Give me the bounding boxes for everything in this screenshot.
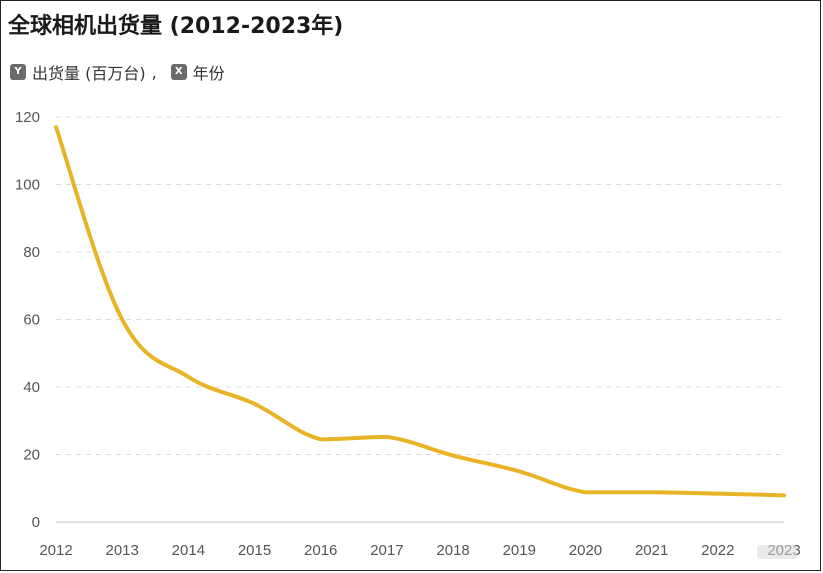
y-tick-label: 40: [23, 379, 40, 396]
shipment-line: [54, 125, 786, 498]
data-point: [384, 434, 390, 440]
x-tick-label: 2012: [39, 542, 72, 559]
y-tick-label: 100: [15, 177, 40, 194]
data-point: [649, 489, 655, 495]
axis-hint-separator: ,: [151, 62, 157, 82]
axis-hints: Y 出货量 (百万台) , X 年份: [10, 60, 231, 84]
x-tick-label: 2013: [105, 542, 138, 559]
x-axis-label: 年份: [192, 64, 225, 83]
data-point: [781, 492, 787, 498]
y-axis-label: 出货量 (百万台): [32, 64, 146, 83]
watermark: [757, 545, 797, 559]
chart-title: 全球相机出货量 (2012-2023年): [8, 14, 344, 39]
x-tick-label: 2018: [436, 542, 469, 559]
x-tick-label: 2014: [172, 542, 205, 559]
data-point: [53, 124, 59, 130]
x-tick-label: 2021: [635, 542, 668, 559]
y-tick-label: 0: [32, 514, 40, 531]
data-point: [582, 489, 588, 495]
y-axis-badge-icon: Y: [10, 64, 26, 80]
data-point: [252, 401, 258, 407]
x-tick-label: 2019: [503, 542, 536, 559]
data-point: [450, 453, 456, 459]
y-tick-label: 60: [23, 312, 40, 329]
data-point: [715, 491, 721, 497]
data-point: [185, 374, 191, 380]
x-tick-label: 2016: [304, 542, 337, 559]
y-tick-label: 80: [23, 244, 40, 261]
y-tick-label: 20: [23, 447, 40, 464]
x-axis-ticks: 2012 2013 2014 2015 2016 2017 2018 2019 2020 2021…: [39, 542, 800, 559]
grid-lines: [56, 116, 784, 523]
y-axis-ticks: 0 20 40 60 80 100 120: [15, 109, 40, 531]
x-tick-label: 2017: [370, 542, 403, 559]
x-axis-badge-icon: X: [170, 64, 187, 80]
x-tick-label: 2020: [569, 542, 602, 559]
data-point: [119, 317, 125, 323]
x-tick-label: 2022: [701, 542, 734, 559]
series-line: [53, 124, 787, 498]
x-tick-label: 2015: [238, 542, 271, 559]
y-tick-label: 120: [15, 109, 40, 126]
data-point: [516, 468, 522, 474]
data-point: [318, 436, 324, 442]
